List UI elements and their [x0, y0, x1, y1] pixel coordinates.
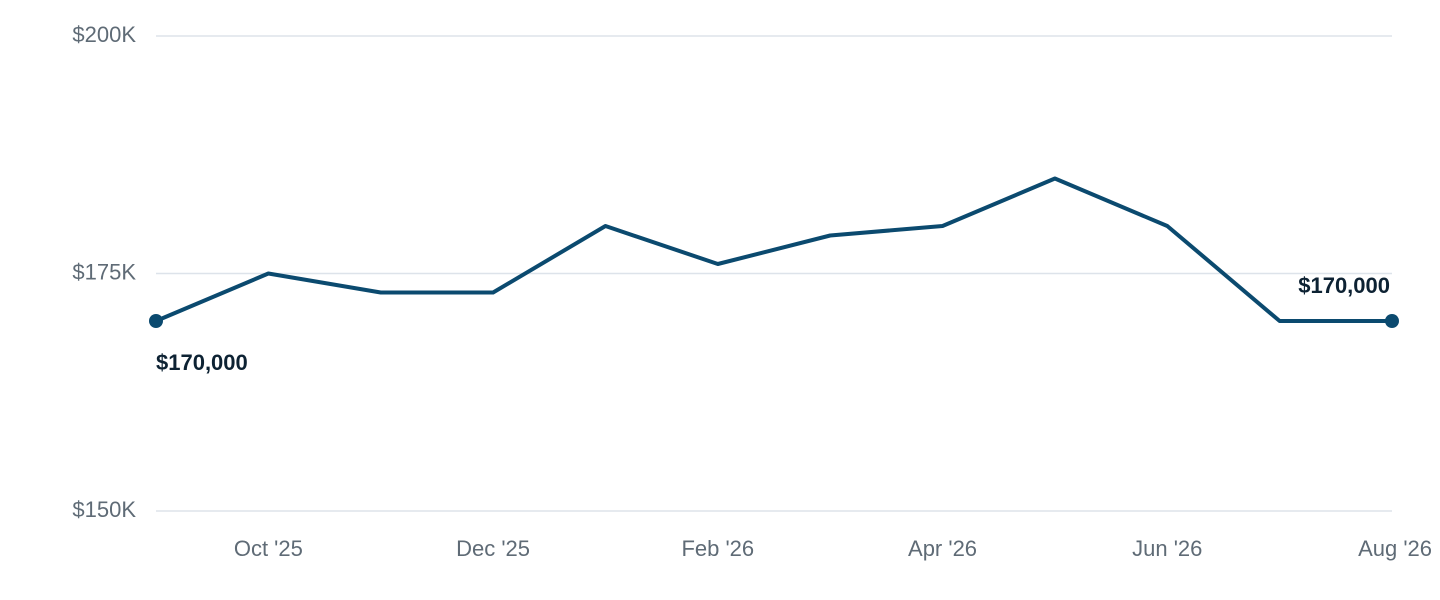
data-label-layer: $170,000 $170,000	[156, 273, 1390, 375]
x-tick-label: Apr '26	[908, 536, 977, 561]
x-tick-label: Dec '25	[456, 536, 530, 561]
y-tick-label: $150K	[72, 497, 136, 522]
y-tick-label: $175K	[72, 259, 136, 284]
data-label: $170,000	[1298, 273, 1390, 298]
x-tick-label: Aug '26	[1358, 536, 1432, 561]
x-axis: Oct '25 Dec '25 Feb '26 Apr '26 Jun '26 Aug '…	[234, 536, 1432, 561]
series-layer	[154, 176, 1394, 323]
endpoint-marker	[1385, 314, 1399, 328]
y-axis: $150K $175K $200K	[72, 22, 136, 522]
x-tick-label: Oct '25	[234, 536, 303, 561]
x-tick-label: Jun '26	[1132, 536, 1202, 561]
grid-lines	[156, 35, 1392, 512]
marker-layer	[149, 314, 1399, 328]
x-tick-label: Feb '26	[681, 536, 754, 561]
y-tick-label: $200K	[72, 22, 136, 47]
data-label: $170,000	[156, 350, 248, 375]
endpoint-marker	[149, 314, 163, 328]
series-line	[154, 176, 1394, 323]
